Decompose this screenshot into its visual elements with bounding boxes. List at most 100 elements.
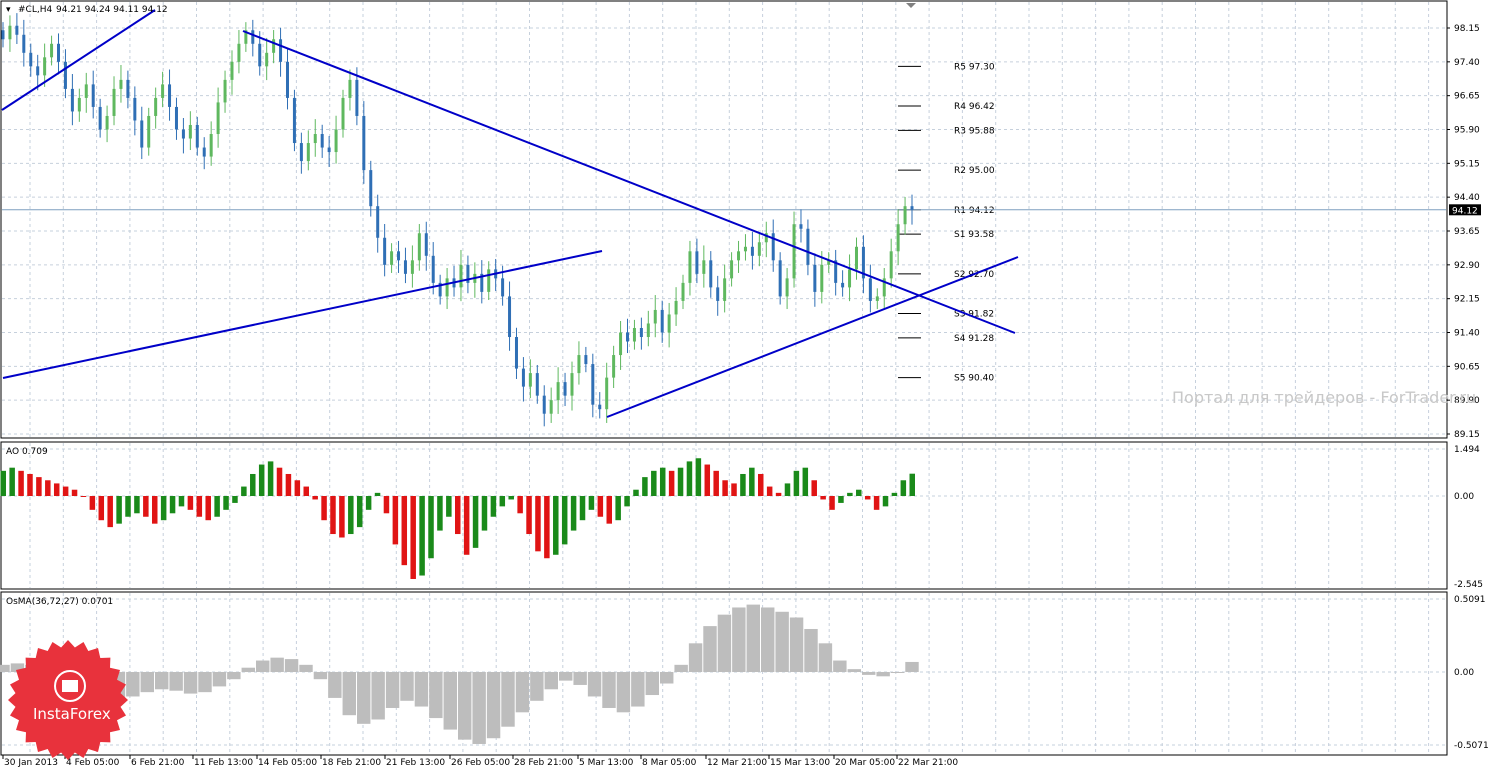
candle-body (251, 30, 255, 44)
candle (223, 70, 227, 113)
ao-bar (499, 496, 506, 507)
candle (348, 69, 352, 111)
candle (792, 211, 796, 288)
candle-body (875, 296, 879, 301)
osma-bar (703, 626, 717, 672)
candle (1, 22, 5, 48)
candle (861, 235, 865, 294)
osma-bar (313, 672, 328, 680)
ao-tick-label: 1.494 (1454, 445, 1480, 455)
ao-panel[interactable] (0, 441, 1448, 590)
candle (265, 37, 269, 81)
candle (306, 130, 310, 171)
ao-bar (624, 496, 630, 507)
candle (487, 261, 491, 301)
ao-bar (71, 489, 78, 496)
ao-bar (410, 496, 416, 579)
candle (730, 252, 734, 287)
candle-body (223, 79, 227, 103)
time-tick-label: 26 Feb 05:00 (451, 758, 510, 768)
ao-bar (294, 480, 301, 496)
candle-body (390, 251, 394, 265)
candle-body (709, 260, 713, 288)
candle-body (91, 84, 95, 107)
candle-body (667, 314, 671, 333)
ao-bar (428, 496, 434, 559)
candle (84, 72, 88, 113)
ao-bar (241, 486, 247, 496)
candle (334, 115, 338, 164)
candle (556, 367, 560, 414)
candle-body (861, 246, 865, 279)
ao-bar (615, 496, 621, 521)
ao-bar (250, 473, 256, 496)
candle (168, 69, 172, 121)
chart-shift-marker[interactable] (906, 3, 916, 8)
osma-bar (530, 672, 544, 701)
candle (827, 252, 831, 273)
ao-bar (659, 467, 666, 496)
ao-bar (80, 496, 87, 497)
candle-body (140, 120, 144, 148)
candle-body (202, 147, 206, 157)
candle-body (771, 233, 775, 261)
candle-body (334, 129, 338, 153)
candle-body (528, 373, 532, 387)
ao-bar (891, 492, 898, 496)
price-tick-label: 92.15 (1454, 295, 1480, 305)
candle-body (910, 206, 914, 210)
candle (36, 54, 40, 91)
osma-tick-label: 0.00 (1454, 668, 1474, 678)
candle-body (653, 309, 657, 324)
candle (91, 70, 95, 119)
time-tick-label: 8 Mar 05:00 (642, 758, 697, 768)
candle-body (750, 246, 754, 256)
ao-bar (722, 480, 728, 496)
candle-body (181, 129, 185, 139)
osma-bar (631, 672, 645, 707)
candle-body (15, 25, 19, 35)
ao-bar (205, 496, 211, 521)
candle-body (868, 278, 872, 301)
candle (549, 387, 553, 423)
candle-body (570, 373, 574, 396)
current-price-tag (1449, 204, 1481, 216)
osma-bar (732, 607, 746, 672)
ao-bar (775, 492, 782, 496)
osma-bar (862, 672, 876, 675)
time-tick-label: 6 Feb 21:00 (131, 758, 185, 768)
osma-bar (905, 661, 919, 672)
candle-body (265, 52, 269, 67)
candle-body (417, 233, 421, 261)
osma-bar (890, 672, 905, 673)
candle (195, 116, 199, 156)
price-tick-label: 95.15 (1454, 159, 1480, 169)
candle-body (854, 246, 858, 270)
candle (806, 219, 810, 276)
candle (272, 30, 276, 64)
candle (591, 353, 595, 418)
ao-bar (481, 496, 488, 531)
osma-bar (472, 672, 486, 744)
candle (709, 251, 713, 298)
candle (299, 132, 303, 174)
time-tick-label: 15 Mar 13:00 (770, 758, 830, 768)
candle-body (695, 251, 699, 274)
candle (868, 264, 872, 313)
ao-bar (187, 496, 194, 510)
menu-arrow-icon[interactable]: ▾ (6, 5, 11, 15)
candle (619, 320, 623, 370)
osma-bar (198, 672, 212, 693)
candle-body (737, 251, 741, 261)
candle (29, 43, 33, 77)
osma-bar (10, 663, 25, 672)
trendline-support (2, 250, 603, 379)
symbol-label: #CL,H4 (18, 5, 52, 15)
trendlines[interactable] (1, 9, 1019, 418)
candle (369, 160, 373, 217)
candle (63, 49, 67, 99)
candle-body (313, 134, 317, 144)
osma-bar (833, 660, 847, 672)
ao-bar (258, 464, 265, 496)
